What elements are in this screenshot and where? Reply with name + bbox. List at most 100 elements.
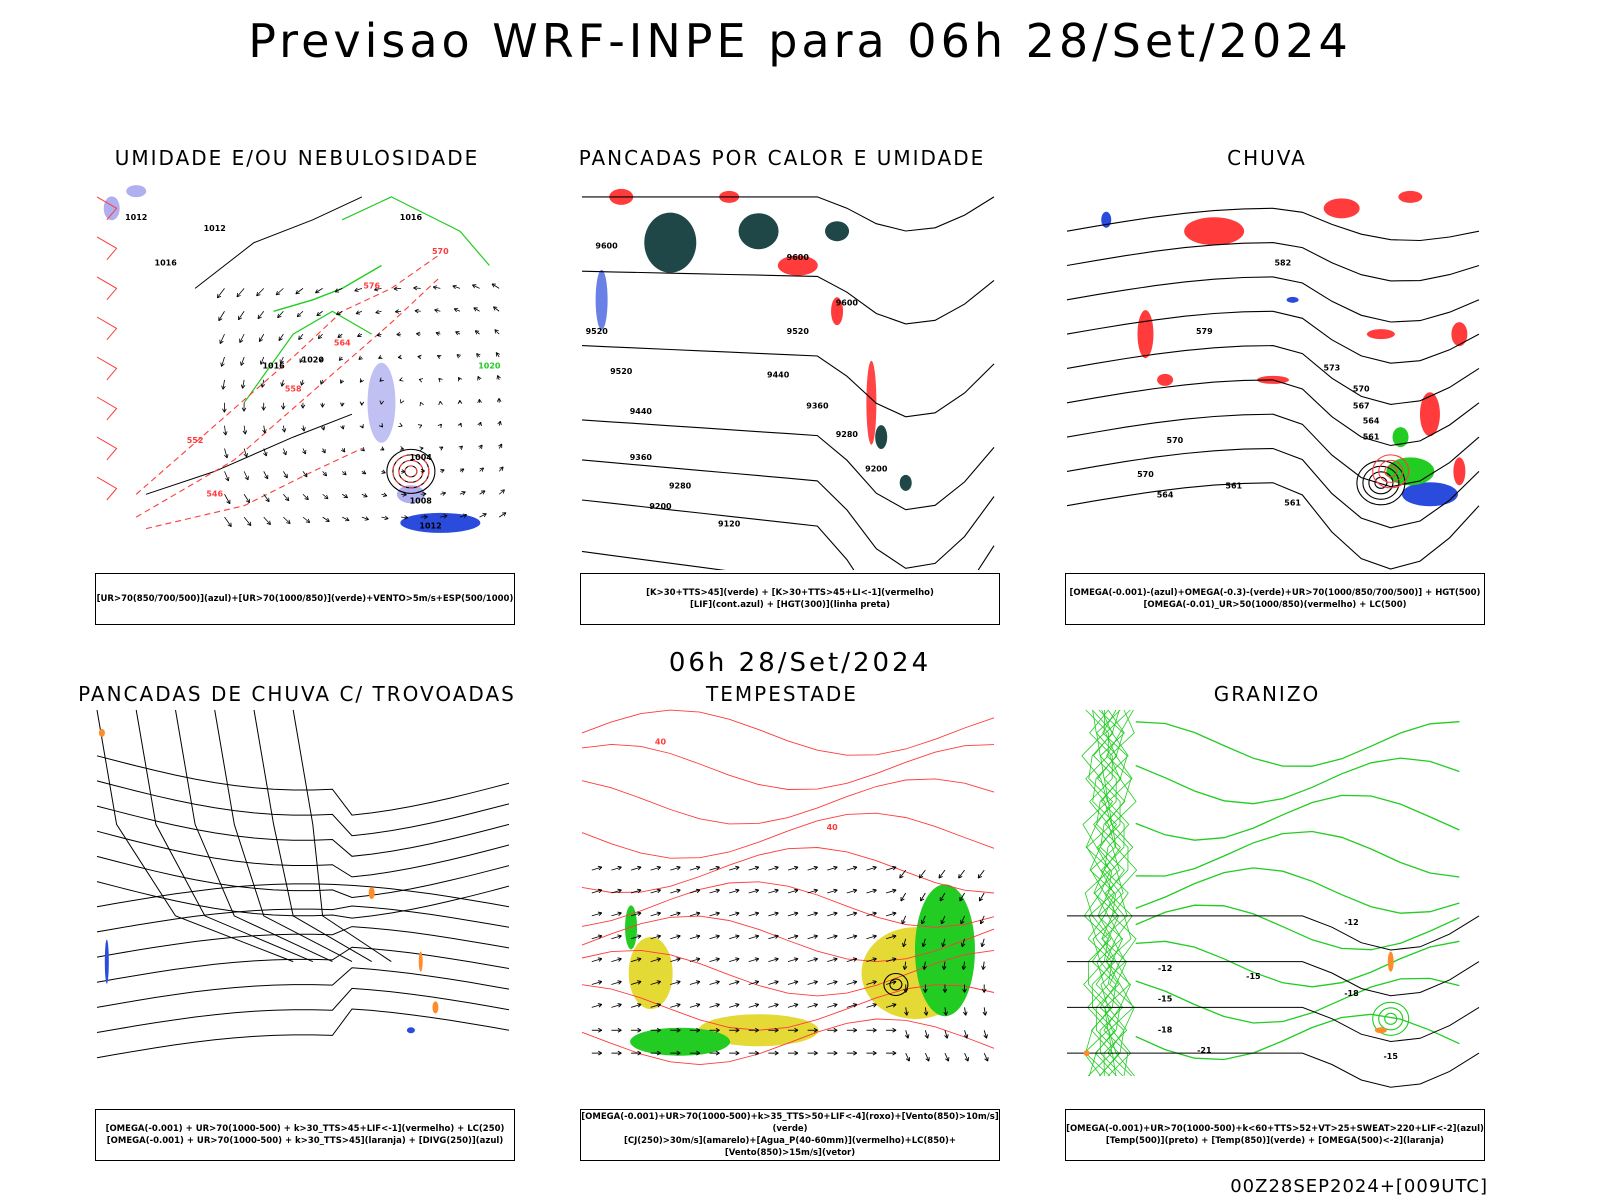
wind-vector-head [852, 980, 858, 985]
wind-vector [224, 425, 227, 436]
wind-vector [336, 310, 343, 316]
wind-vector-head [617, 888, 622, 894]
wind-vector-head [940, 919, 945, 925]
legend-line: [Temp(500)](preto) + [Temp(850)](verde) … [1105, 1136, 1445, 1146]
wind-vector [630, 912, 642, 917]
wind-vector-head [395, 309, 400, 314]
wind-vector-head [473, 307, 478, 312]
wind-vector-head [414, 308, 419, 314]
contour-label: 582 [1274, 259, 1291, 268]
wind-vector [807, 981, 818, 985]
wind-vector [591, 866, 602, 871]
contour-label: -12 [1158, 964, 1172, 973]
wind-vector-head [942, 988, 948, 993]
wind-vector [768, 889, 779, 894]
wind-vector [827, 1003, 838, 1008]
contour-label: 9360 [630, 453, 653, 462]
wind-vector-head [319, 357, 324, 362]
humidity-lower-line [273, 264, 382, 312]
wind-vector [650, 935, 661, 940]
wind-vector-head [944, 1034, 949, 1039]
wind-vector-head [852, 888, 858, 894]
wind-vector [982, 961, 985, 970]
panel-legend: [OMEGA(-0.001)-(azul)+OMEGA(-0.3)-(verde… [1065, 573, 1485, 625]
streamline [214, 709, 353, 963]
panel-legend: [OMEGA(-0.001)+UR>70(1000-500)+k>35_TTS>… [580, 1109, 1000, 1161]
wind-vector-head [793, 1003, 799, 1008]
wind-vector-head [400, 399, 405, 404]
streamline [96, 805, 510, 857]
wind-vector-head [853, 1050, 858, 1056]
water-vapour-line [581, 1018, 995, 1066]
wind-vector [709, 981, 720, 985]
wind-vector-head [892, 911, 897, 917]
wind-vector-head [833, 865, 838, 871]
streamline [96, 1008, 510, 1059]
wind-vector-head [343, 494, 348, 499]
wind-vector-head [872, 1027, 877, 1033]
wind-vector-head [982, 1011, 988, 1016]
wind-vector-head [963, 1034, 969, 1039]
wind-vector [256, 288, 265, 297]
wind-vector [768, 981, 779, 985]
wind-vector [977, 869, 985, 879]
wind-vector-head [301, 427, 306, 432]
height-500-line [1066, 379, 1480, 447]
rain-area [1157, 373, 1174, 386]
height-300-line [581, 345, 995, 418]
wind-vector-head [892, 1027, 897, 1033]
wind-vector-head [617, 865, 622, 871]
contour-label: 9120 [718, 519, 741, 528]
contour-label: 9200 [649, 502, 672, 511]
wind-vector-head [256, 291, 261, 297]
wind-vector-head [676, 911, 681, 917]
contour-label: 9280 [836, 430, 859, 439]
wind-vector [787, 912, 799, 917]
wind-vector [944, 1052, 949, 1062]
wind-vector-head [597, 980, 603, 985]
wind-vector-head [715, 1003, 720, 1008]
wind-vector-head [345, 517, 350, 522]
wind-vector [275, 288, 284, 296]
wind-vector-head [735, 888, 740, 894]
wind-vector-head [225, 476, 230, 482]
wind-vector-head [359, 424, 364, 429]
wind-vector [611, 889, 622, 894]
instability-area [644, 212, 697, 273]
contour-label: 9600 [836, 299, 859, 308]
temp-850-line [1135, 1013, 1460, 1061]
wind-vector [866, 981, 877, 985]
wind-vector [768, 958, 779, 963]
wind-vector [283, 493, 290, 502]
streamline [292, 709, 392, 963]
wind-vector [670, 981, 681, 985]
wind-vector [361, 516, 369, 521]
storm-area [98, 728, 105, 737]
wind-vector [315, 288, 323, 294]
wind-vector-head [852, 1003, 858, 1008]
wind-vector [983, 1007, 986, 1016]
wind-vector [827, 981, 838, 985]
wind-vector-head [325, 517, 330, 523]
water-vapour-line [581, 881, 995, 928]
legend-line: [OMEGA(-0.001) + UR>70(1000-500) + k>30_… [106, 1136, 504, 1146]
wind-vector [787, 958, 799, 963]
wind-vector-head [939, 896, 944, 902]
streamline [96, 946, 510, 983]
wind-vector [787, 889, 799, 894]
wind-vector [748, 889, 759, 894]
wind-vector-head [958, 874, 963, 879]
contour-label: 576 [363, 281, 380, 290]
streamline [96, 830, 510, 878]
wind-vector [729, 889, 740, 894]
legend-line: [CJ(250)>30m/s](amarelo)+[Agua_P(40-60mm… [623, 1136, 957, 1158]
wind-vector [298, 333, 304, 340]
wind-vector [630, 981, 642, 985]
wind-vector [630, 1003, 642, 1008]
wind-vector-head [852, 934, 858, 939]
temp-850-line [1135, 940, 1460, 988]
wind-vector [922, 938, 926, 947]
wind-vector-head [321, 448, 326, 454]
wind-vector-head [905, 1057, 911, 1062]
wind-vector [224, 471, 229, 482]
